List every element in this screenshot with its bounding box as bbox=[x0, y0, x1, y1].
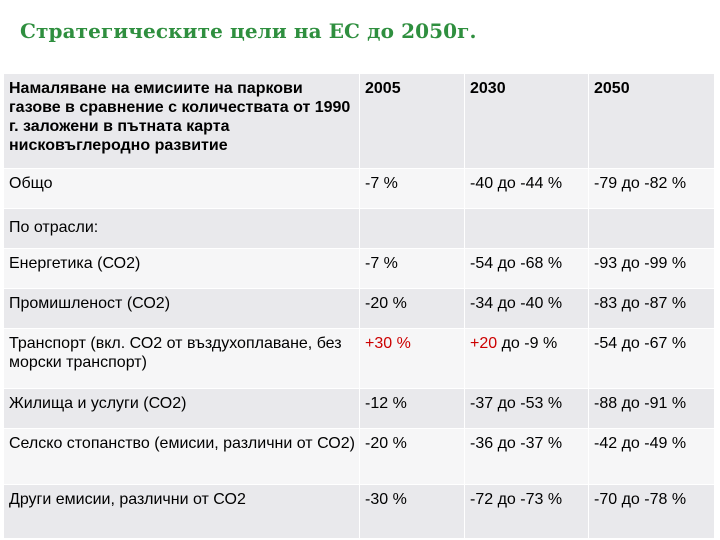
slide-title: Стратегическите цели на ЕС до 2050г. bbox=[20, 19, 477, 43]
value-2005: -7 % bbox=[359, 168, 465, 209]
value-2030: -72 до -73 % bbox=[464, 484, 589, 539]
table-row: Транспорт (вкл. СО2 от въздухоплаване, б… bbox=[3, 328, 715, 389]
value-2050: -42 до -49 % bbox=[588, 428, 715, 485]
value-2005 bbox=[359, 208, 465, 249]
value-2005: -20 % bbox=[359, 288, 465, 329]
header-description-cell: Намаляване на емисиите на паркови газове… bbox=[3, 73, 360, 169]
table-header-row: Намаляване на емисиите на паркови газове… bbox=[3, 73, 715, 169]
row-label: Общо bbox=[3, 168, 360, 209]
emissions-table-container: Намаляване на емисиите на паркови газове… bbox=[3, 73, 715, 539]
header-year-cell: 2050 bbox=[588, 73, 715, 169]
row-label: По отрасли: bbox=[3, 208, 360, 249]
table-row: Енергетика (СО2) -7 % -54 до -68 % -93 д… bbox=[3, 248, 715, 289]
value-2050: -54 до -67 % bbox=[588, 328, 715, 389]
header-year-2050: 2050 bbox=[594, 80, 630, 97]
value-2050 bbox=[588, 208, 715, 249]
value-2030-rest: до -9 % bbox=[497, 335, 558, 352]
table-row: Други емисии, различни от СО2 -30 % -72 … bbox=[3, 484, 715, 539]
value-2050: -93 до -99 % bbox=[588, 248, 715, 289]
header-year-2030: 2030 bbox=[470, 80, 506, 97]
header-year-cell: 2030 bbox=[464, 73, 589, 169]
value-2005: -30 % bbox=[359, 484, 465, 539]
value-2030: -36 до -37 % bbox=[464, 428, 589, 485]
value-2050: -88 до -91 % bbox=[588, 388, 715, 429]
row-label: Промишленост (СО2) bbox=[3, 288, 360, 329]
value-2005: -12 % bbox=[359, 388, 465, 429]
value-2030 bbox=[464, 208, 589, 249]
value-2005: +30 % bbox=[359, 328, 465, 389]
value-2050: -79 до -82 % bbox=[588, 168, 715, 209]
value-2005: -20 % bbox=[359, 428, 465, 485]
value-2030-positive: +20 bbox=[470, 335, 498, 352]
row-label: Транспорт (вкл. СО2 от въздухоплаване, б… bbox=[3, 328, 360, 389]
header-description: Намаляване на емисиите на паркови газове… bbox=[9, 80, 351, 154]
table-row: Селско стопанство (емисии, различни от С… bbox=[3, 428, 715, 485]
value-2005-positive: +30 % bbox=[365, 335, 411, 352]
emissions-table: Намаляване на емисиите на паркови газове… bbox=[3, 73, 715, 539]
value-2005: -7 % bbox=[359, 248, 465, 289]
row-label: Жилища и услуги (СО2) bbox=[3, 388, 360, 429]
value-2030: -37 до -53 % bbox=[464, 388, 589, 429]
table-row: Промишленост (СО2) -20 % -34 до -40 % -8… bbox=[3, 288, 715, 329]
value-2050: -70 до -78 % bbox=[588, 484, 715, 539]
value-2030: -34 до -40 % bbox=[464, 288, 589, 329]
value-2030: +20 до -9 % bbox=[464, 328, 589, 389]
value-2030: -54 до -68 % bbox=[464, 248, 589, 289]
row-label: Енергетика (СО2) bbox=[3, 248, 360, 289]
value-2030: -40 до -44 % bbox=[464, 168, 589, 209]
row-label: Други емисии, различни от СО2 bbox=[3, 484, 360, 539]
header-year-cell: 2005 bbox=[359, 73, 465, 169]
row-label: Селско стопанство (емисии, различни от С… bbox=[3, 428, 360, 485]
table-row: Общо -7 % -40 до -44 % -79 до -82 % bbox=[3, 168, 715, 209]
header-year-2005: 2005 bbox=[365, 80, 401, 97]
table-row: По отрасли: bbox=[3, 208, 715, 249]
value-2050: -83 до -87 % bbox=[588, 288, 715, 329]
table-row: Жилища и услуги (СО2) -12 % -37 до -53 %… bbox=[3, 388, 715, 429]
